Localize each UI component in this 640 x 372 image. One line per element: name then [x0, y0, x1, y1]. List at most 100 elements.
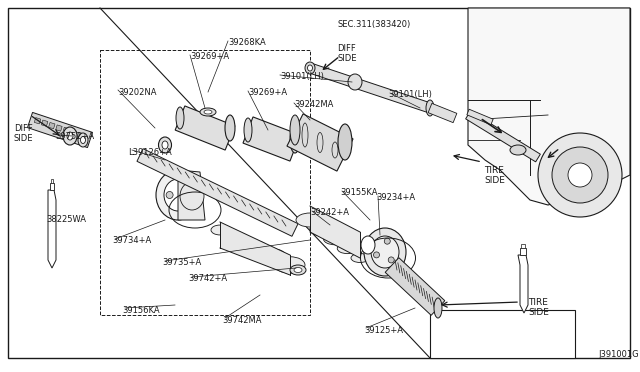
Text: J391001G: J391001G [598, 350, 639, 359]
Polygon shape [243, 117, 300, 161]
Polygon shape [175, 106, 235, 150]
Text: 39735+A: 39735+A [162, 258, 201, 267]
Ellipse shape [156, 170, 200, 220]
Circle shape [388, 257, 394, 263]
Ellipse shape [159, 137, 172, 153]
Circle shape [538, 133, 622, 217]
Polygon shape [48, 190, 56, 268]
Ellipse shape [323, 233, 346, 245]
Polygon shape [56, 125, 62, 131]
Circle shape [166, 192, 173, 199]
Ellipse shape [180, 182, 204, 210]
Text: TIRE
SIDE: TIRE SIDE [484, 166, 505, 185]
Ellipse shape [294, 267, 302, 273]
Text: 39742+A: 39742+A [188, 274, 227, 283]
Circle shape [179, 201, 186, 208]
Polygon shape [310, 206, 360, 258]
Polygon shape [178, 170, 205, 220]
Polygon shape [220, 222, 290, 275]
Ellipse shape [337, 243, 358, 254]
Ellipse shape [510, 145, 526, 155]
Ellipse shape [63, 127, 77, 145]
Text: 39202NA: 39202NA [118, 88, 157, 97]
Text: 39752+A: 39752+A [55, 132, 94, 141]
Text: 38225WA: 38225WA [46, 215, 86, 224]
Ellipse shape [243, 241, 267, 254]
Ellipse shape [338, 124, 352, 160]
Circle shape [179, 182, 186, 189]
Polygon shape [518, 255, 528, 313]
Ellipse shape [426, 100, 434, 116]
Ellipse shape [348, 74, 362, 90]
Text: 39269+A: 39269+A [190, 52, 229, 61]
Polygon shape [385, 258, 445, 315]
Text: 39156KA: 39156KA [122, 306, 159, 315]
Ellipse shape [290, 265, 306, 275]
Ellipse shape [364, 228, 406, 276]
Ellipse shape [305, 62, 315, 74]
Polygon shape [51, 179, 53, 183]
Text: 39268KA: 39268KA [228, 38, 266, 47]
Polygon shape [42, 120, 48, 126]
Polygon shape [430, 310, 575, 358]
Text: 39125+A: 39125+A [364, 326, 403, 335]
Polygon shape [77, 132, 84, 138]
Ellipse shape [200, 108, 216, 116]
Polygon shape [308, 63, 431, 113]
Circle shape [374, 252, 380, 258]
Polygon shape [521, 244, 525, 248]
Ellipse shape [164, 179, 192, 211]
Polygon shape [35, 118, 41, 124]
Polygon shape [63, 127, 69, 134]
Polygon shape [50, 183, 54, 190]
Ellipse shape [275, 257, 305, 273]
Ellipse shape [81, 137, 86, 144]
Polygon shape [428, 103, 457, 123]
Ellipse shape [176, 107, 184, 129]
Ellipse shape [310, 223, 335, 236]
Text: TIRE
SIDE: TIRE SIDE [528, 298, 549, 317]
Polygon shape [468, 8, 630, 205]
Ellipse shape [225, 115, 235, 141]
Text: 39734+A: 39734+A [112, 236, 151, 245]
Polygon shape [520, 248, 526, 255]
Text: 39742MA: 39742MA [222, 316, 262, 325]
Text: 39101(LH): 39101(LH) [280, 72, 324, 81]
Ellipse shape [371, 236, 399, 268]
Ellipse shape [244, 118, 252, 142]
Text: 39242+A: 39242+A [310, 208, 349, 217]
Polygon shape [287, 114, 353, 171]
Text: DIFF
SIDE: DIFF SIDE [14, 124, 33, 143]
Text: L39126+A: L39126+A [128, 148, 172, 157]
Circle shape [384, 238, 390, 244]
Polygon shape [8, 8, 630, 358]
Text: 39269+A: 39269+A [248, 88, 287, 97]
Circle shape [568, 163, 592, 187]
Polygon shape [466, 111, 540, 162]
Polygon shape [28, 112, 93, 148]
Text: DIFF
SIDE: DIFF SIDE [337, 44, 356, 63]
Polygon shape [49, 122, 55, 129]
Ellipse shape [434, 298, 442, 318]
Text: 39234+A: 39234+A [376, 193, 415, 202]
Ellipse shape [204, 110, 212, 114]
Polygon shape [467, 109, 493, 125]
Ellipse shape [361, 236, 375, 254]
Ellipse shape [78, 133, 88, 147]
Text: 39155KA: 39155KA [340, 188, 378, 197]
Polygon shape [70, 130, 76, 136]
Ellipse shape [290, 125, 300, 153]
Ellipse shape [162, 141, 168, 149]
Ellipse shape [67, 132, 73, 140]
Ellipse shape [290, 115, 300, 145]
Polygon shape [58, 128, 432, 312]
Ellipse shape [227, 233, 248, 244]
Text: 39101(LH): 39101(LH) [388, 90, 432, 99]
Circle shape [552, 147, 608, 203]
Ellipse shape [211, 225, 229, 235]
Text: SEC.311(383420): SEC.311(383420) [337, 20, 410, 29]
Ellipse shape [351, 253, 369, 263]
Polygon shape [137, 149, 298, 236]
Ellipse shape [259, 249, 286, 264]
Ellipse shape [307, 65, 312, 71]
